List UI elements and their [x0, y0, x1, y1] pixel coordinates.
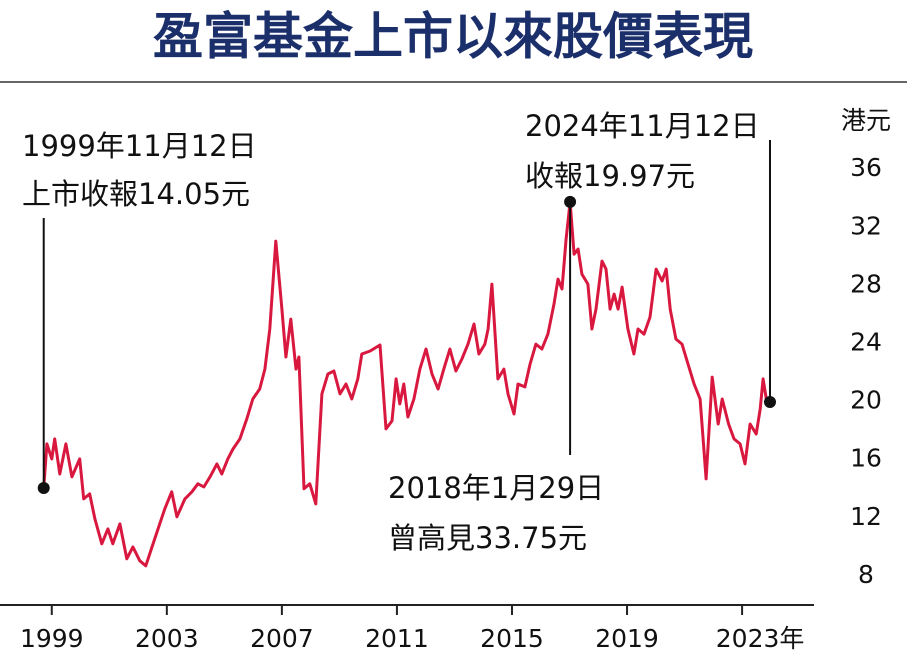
y-tick-label: 16 [850, 444, 882, 473]
x-tick-label: 2015 [480, 624, 544, 653]
y-unit: 港元 [841, 106, 891, 135]
y-tick-label: 20 [850, 386, 882, 415]
annotation-text: 2018年1月29日 [388, 471, 604, 505]
annotation-text: 上市收報14.05元 [22, 177, 250, 211]
y-tick-label: 24 [850, 328, 882, 357]
annotation-text: 收報19.97元 [525, 159, 695, 193]
annotation-dot [564, 195, 577, 208]
price-line [42, 200, 771, 568]
x-tick-label: 2011 [365, 624, 429, 653]
chart-title: 盈富基金上市以來股價表現 [153, 8, 753, 66]
annotation-text: 1999年11月12日 [22, 129, 257, 163]
annotation-dot [37, 482, 50, 495]
y-tick-label: 28 [850, 269, 882, 298]
x-tick-label: 2019 [595, 624, 659, 653]
y-tick-label: 8 [858, 560, 874, 589]
annotation-text: 曾高見33.75元 [388, 521, 587, 555]
y-tick-label: 12 [850, 502, 882, 531]
x-tick-label: 1999 [20, 624, 84, 653]
annotation-text: 2024年11月12日 [525, 109, 760, 143]
y-tick-label: 32 [850, 211, 882, 240]
x-tick-label: 2007 [250, 624, 314, 653]
x-tick-label: 2023年 [716, 624, 805, 653]
x-tick-label: 2003 [135, 624, 199, 653]
annotation-dot [763, 396, 776, 409]
y-tick-label: 36 [850, 153, 882, 182]
